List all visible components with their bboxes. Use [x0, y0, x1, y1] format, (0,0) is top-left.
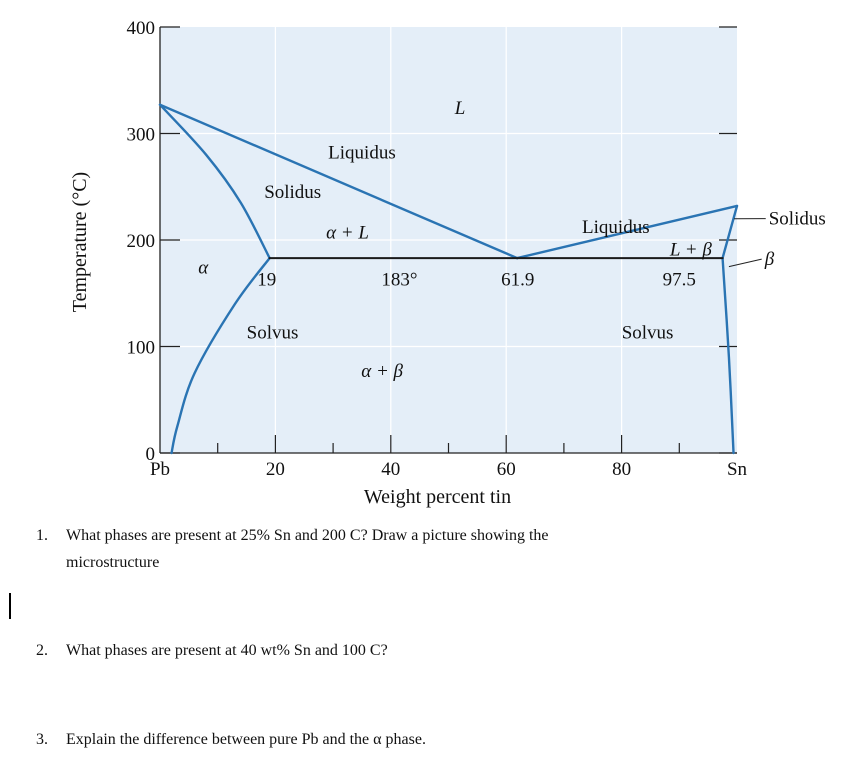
question-3-text: Explain the difference between pure Pb a…: [66, 731, 426, 748]
callout-1-solidus: Solidus: [769, 209, 826, 230]
annotation-14-: α + β: [361, 361, 403, 382]
axes: 0 100 200 300 400 Pb 20 40 60 80 Sn: [127, 18, 748, 480]
x-tick-label-60: 60: [497, 459, 516, 480]
annotation-4-l: α + L: [326, 222, 369, 243]
callout-2-: β: [764, 249, 775, 270]
annotation-3-solidus: Solidus: [264, 182, 321, 203]
solvus-pb-side-line: [170, 256, 271, 455]
y-tick-label-100: 100: [127, 338, 156, 359]
solidus-sn-side-line: [721, 204, 739, 260]
x-axis-label: Weight percent tin: [364, 486, 511, 508]
question-1-continuation: microstructure: [66, 554, 160, 571]
annotation-1-l: L: [454, 98, 466, 119]
annotation-5-liquidus: Liquidus: [582, 217, 650, 238]
question-1: 1. What phases are present at 25% Sn and …: [36, 522, 696, 576]
liquidus-sn-side-line: [515, 204, 739, 260]
solvus-sn-side-line: [721, 256, 735, 455]
x-tick-label-pb: Pb: [150, 459, 170, 480]
annotation-13-solvus: Solvus: [622, 323, 674, 344]
x-tick-label-sn: Sn: [727, 459, 748, 480]
x-tick-label-80: 80: [612, 459, 631, 480]
question-2-text: What phases are present at 40 wt% Sn and…: [66, 642, 388, 659]
question-2-number: 2.: [36, 642, 48, 659]
y-tick-label-300: 300: [127, 125, 156, 146]
x-tick-label-20: 20: [266, 459, 285, 480]
question-2: 2. What phases are present at 40 wt% Sn a…: [36, 637, 388, 664]
annotation-10-61-9: 61.9: [501, 269, 534, 290]
phase-diagram-chart: 0 100 200 300 400 Pb 20 40 60 80 Sn L Liquidus Solid…: [69, 18, 826, 508]
question-3: 3. Explain the difference between pure Pb…: [36, 726, 426, 753]
question-1-text: What phases are present at 25% Sn and 20…: [66, 527, 549, 544]
question-3-number: 3.: [36, 731, 48, 748]
y-tick-label-0: 0: [146, 444, 156, 465]
annotation-7-: α: [198, 258, 209, 279]
y-axis-label: Temperature (°C): [69, 172, 91, 312]
annotation-2-liquidus: Liquidus: [328, 143, 396, 164]
liquidus-pb-side-line: [158, 103, 519, 260]
annotation-6-l: L + β: [669, 240, 713, 261]
callout-leader-: [728, 258, 762, 268]
annotation-11-97-5: 97.5: [663, 269, 696, 290]
grid-lines: [160, 27, 737, 453]
x-tick-label-40: 40: [381, 459, 400, 480]
series-lines: [158, 103, 739, 455]
question-1-number: 1.: [36, 527, 48, 544]
y-tick-label-200: 200: [127, 231, 156, 252]
text-cursor: [9, 593, 11, 619]
solidus-pb-side-line: [158, 103, 271, 260]
annotation-8-19: 19: [257, 269, 276, 290]
annotation-12-solvus: Solvus: [247, 323, 299, 344]
y-tick-label-400: 400: [127, 18, 156, 39]
annotation-9-183: 183°: [381, 269, 417, 290]
